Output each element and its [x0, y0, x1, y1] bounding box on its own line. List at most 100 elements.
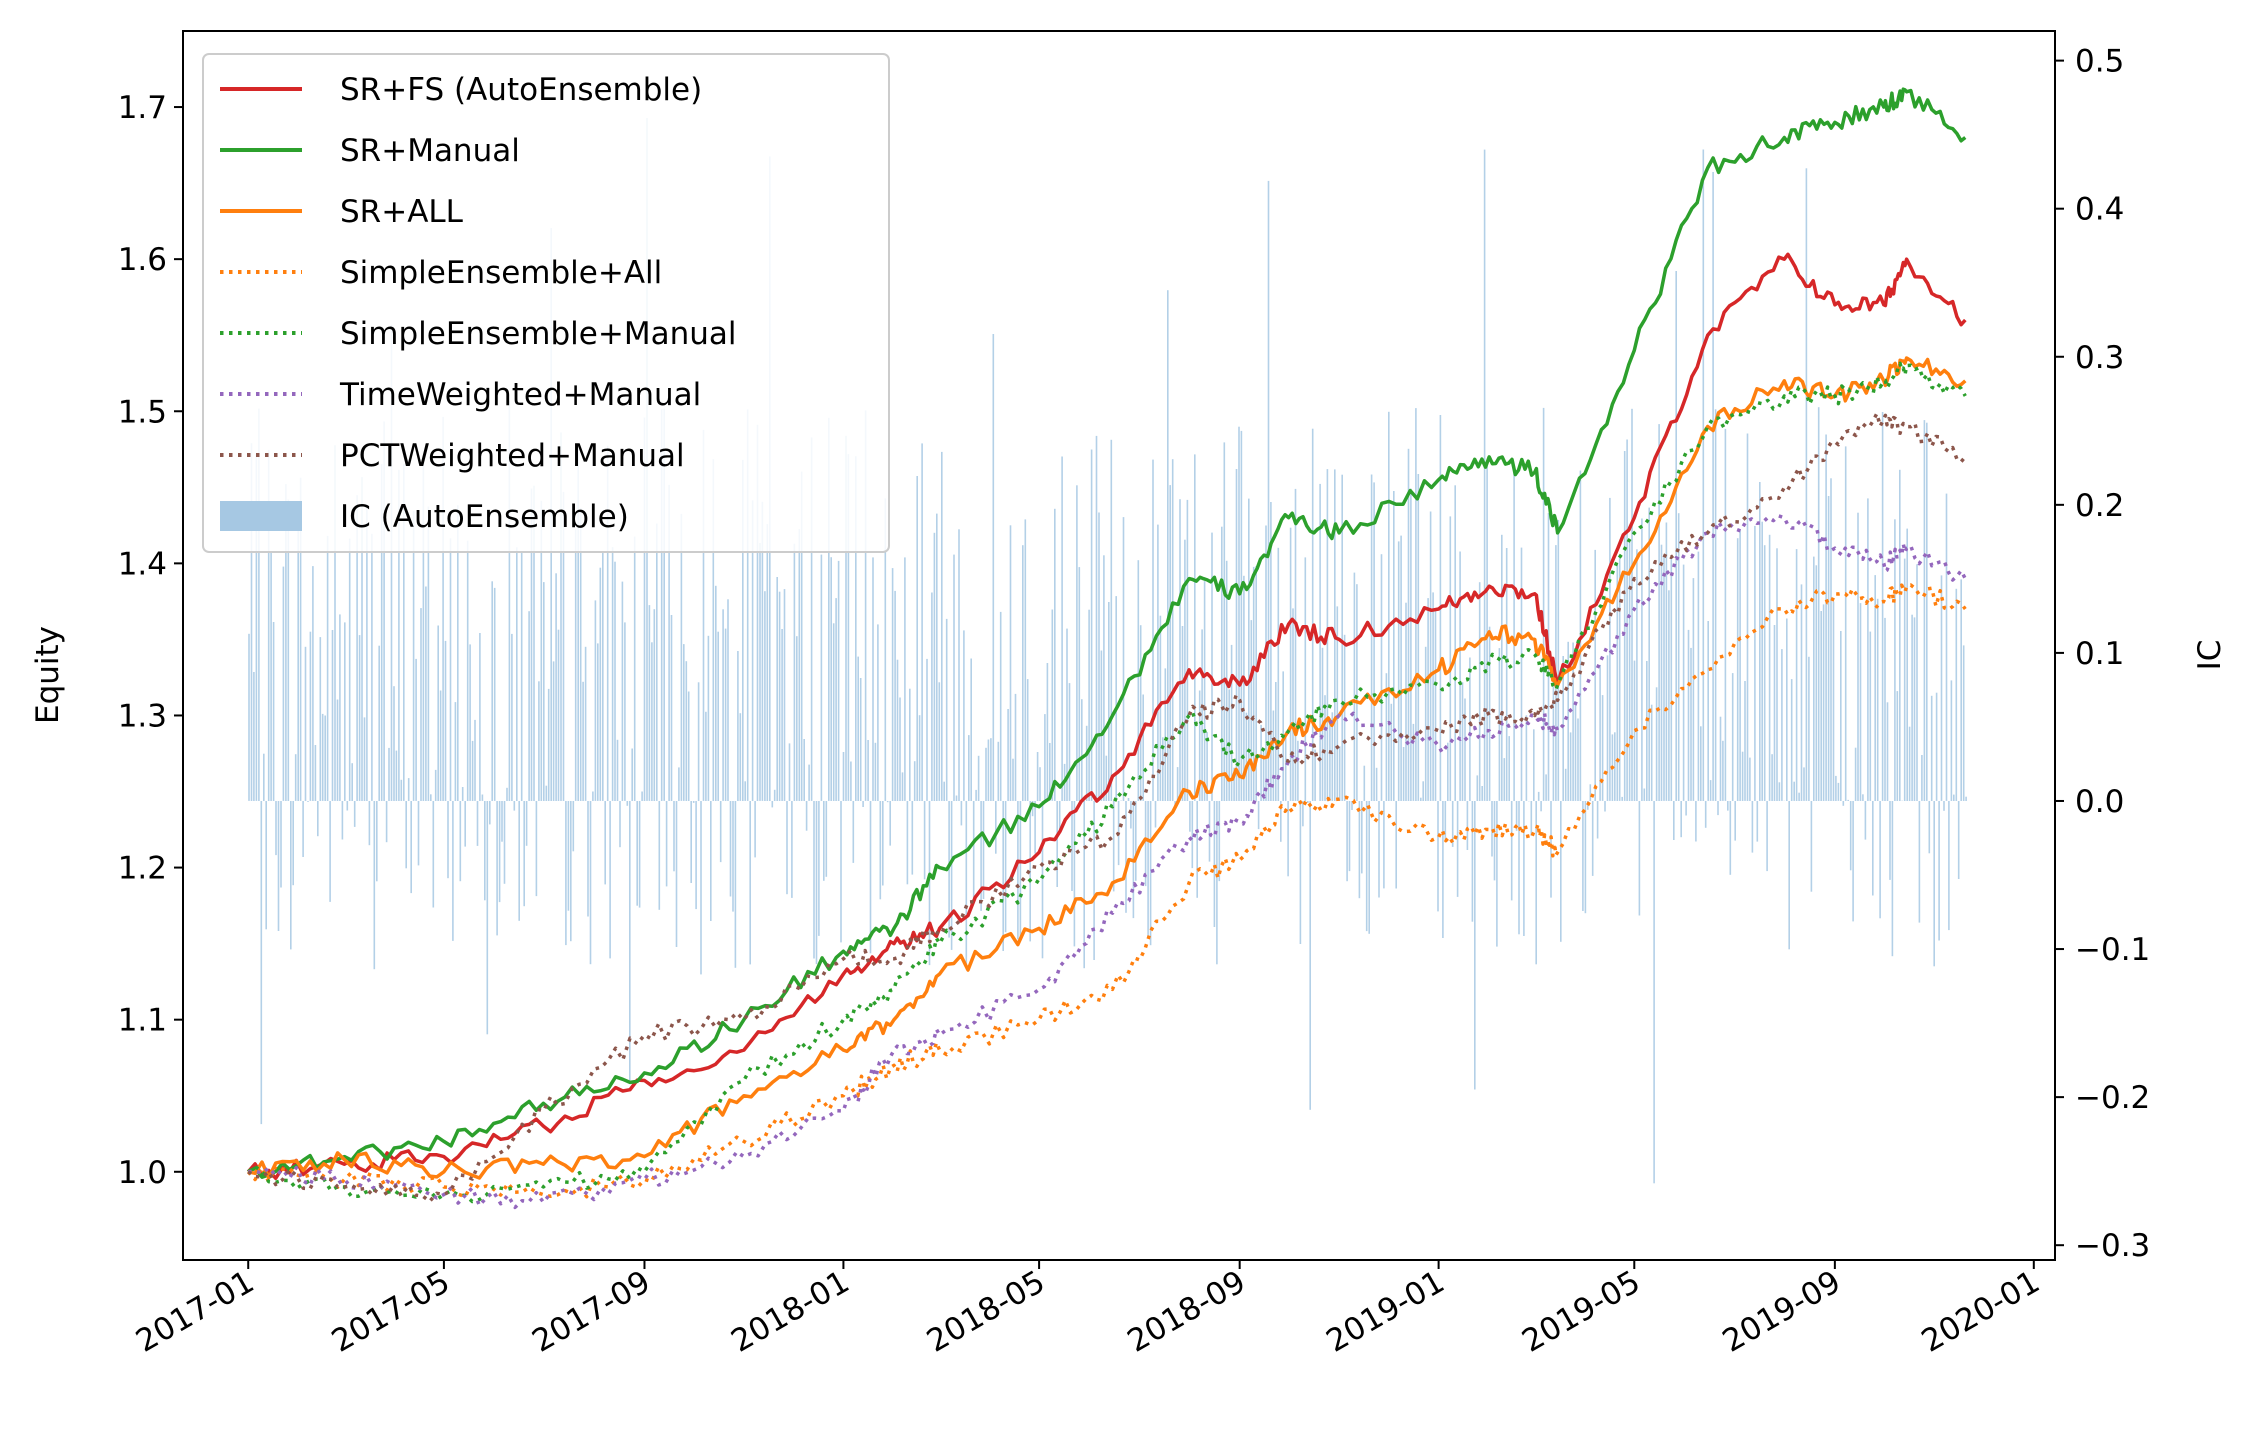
- ic-bar: [727, 599, 729, 801]
- ic-bar: [290, 801, 292, 950]
- ic-bar: [963, 630, 965, 801]
- ic-bar: [835, 598, 837, 801]
- ic-bar: [1670, 556, 1673, 801]
- ic-bar: [1515, 801, 1518, 831]
- ic-bar: [1481, 786, 1483, 801]
- ic-bar: [572, 801, 575, 852]
- ic-bar: [995, 801, 997, 854]
- ic-bar: [1429, 511, 1432, 801]
- ic-bar: [1648, 507, 1650, 801]
- ic-bar: [1122, 517, 1125, 801]
- ic-bar: [1908, 726, 1911, 801]
- ic-bar: [702, 429, 705, 801]
- ic-bar: [739, 713, 742, 801]
- ic-bar: [1203, 581, 1206, 801]
- ic-bar: [1822, 604, 1825, 801]
- ic-bar: [540, 500, 543, 801]
- ic-bar: [776, 577, 778, 801]
- ic-bar: [877, 624, 879, 801]
- ic-bar: [1395, 801, 1397, 889]
- ic-bar: [1626, 439, 1628, 801]
- ic-bar: [1817, 407, 1820, 801]
- ic-bar: [1520, 547, 1523, 801]
- ic-bar: [1658, 424, 1660, 801]
- ic-bar: [1198, 690, 1201, 801]
- ic-bar: [390, 324, 393, 801]
- ic-bar: [1108, 602, 1110, 801]
- ic-bar: [1962, 645, 1965, 801]
- ic-bar: [717, 631, 719, 801]
- ic-bar: [1884, 617, 1886, 801]
- ic-bar: [948, 801, 950, 938]
- ic-bar: [840, 801, 842, 943]
- ic-bar: [766, 524, 769, 801]
- ic-bar: [1304, 557, 1307, 801]
- ic-bar: [1466, 801, 1469, 850]
- ic-bar: [955, 795, 958, 801]
- legend-label: SimpleEnsemble+Manual: [340, 316, 737, 352]
- ic-bar: [778, 591, 781, 801]
- ic-bar: [1577, 718, 1579, 801]
- ic-bar: [1503, 758, 1506, 801]
- ic-bar: [1375, 767, 1378, 801]
- ic-bar: [1542, 407, 1545, 801]
- ic-bar: [1454, 485, 1456, 801]
- ic-bar: [479, 633, 481, 801]
- ic-bar: [913, 761, 916, 801]
- ic-bar: [1778, 782, 1781, 801]
- ic-bar: [803, 739, 805, 801]
- ic-bar: [574, 529, 577, 801]
- ic-bar: [474, 719, 476, 801]
- ic-bar: [936, 513, 938, 801]
- ic-bar: [656, 523, 658, 801]
- ic-bar: [432, 801, 435, 908]
- ic-bar: [680, 513, 683, 801]
- ic-bar: [1628, 539, 1631, 801]
- ic-bar: [609, 801, 611, 959]
- ic-bar: [1076, 485, 1078, 801]
- ic-bar: [1044, 714, 1046, 801]
- ic-bar: [371, 533, 373, 801]
- ic-bar: [633, 536, 636, 801]
- ic-bar: [1746, 433, 1749, 801]
- ic-bar: [255, 454, 258, 801]
- ic-bar: [982, 801, 985, 899]
- ic-bar: [1768, 534, 1771, 801]
- ic-bar: [1859, 603, 1862, 801]
- ic-bar: [250, 443, 253, 801]
- ic-bar: [597, 643, 599, 801]
- ic-bar: [1923, 420, 1926, 801]
- ic-bar: [1795, 549, 1798, 801]
- ic-bar: [361, 477, 363, 801]
- ic-bar: [437, 625, 439, 801]
- ic-bar: [916, 476, 918, 801]
- ic-bar: [1761, 521, 1763, 801]
- ic-bar: [1675, 271, 1677, 801]
- ic-bar: [923, 801, 926, 880]
- ic-bar: [484, 801, 486, 901]
- ic-bar: [1702, 149, 1705, 801]
- ic-bar: [1356, 584, 1358, 801]
- x-tick-label: 2019-05: [1516, 1264, 1646, 1360]
- ic-bar: [734, 801, 737, 968]
- ic-bar: [793, 543, 796, 801]
- ic-bar: [1336, 606, 1339, 801]
- ic-bar: [1540, 801, 1542, 812]
- ic-bar: [1965, 796, 1967, 801]
- ic-bar: [1410, 488, 1412, 801]
- ic-bar: [562, 491, 565, 801]
- ic-bar: [1169, 485, 1171, 801]
- ic-bar: [1842, 801, 1845, 806]
- ic-bar: [1149, 801, 1152, 946]
- ic-bar: [1351, 801, 1353, 810]
- ic-bar: [1211, 532, 1213, 801]
- ic-bar: [1380, 554, 1383, 801]
- ic-bar: [638, 801, 641, 908]
- ic-bar: [1459, 551, 1461, 801]
- ic-bar: [749, 801, 751, 965]
- ic-bar: [830, 557, 832, 801]
- ic-bar: [1867, 498, 1869, 801]
- ic-bar: [538, 681, 540, 801]
- ic-bar: [444, 640, 447, 801]
